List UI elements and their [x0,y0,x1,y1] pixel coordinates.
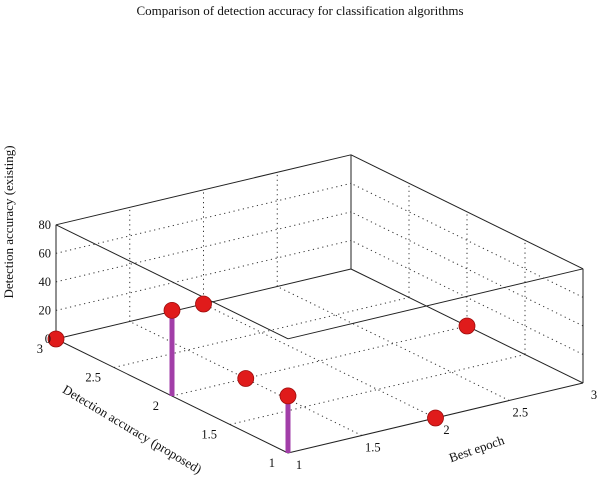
grid-line-back-z [55,182,352,254]
data-point-marker [47,330,65,348]
box-edge [55,154,352,226]
x-tick-label: 2.5 [512,406,528,420]
z-tick-label: 40 [39,275,52,289]
stem-layer [169,310,291,453]
y-tick-label: 2 [153,399,159,413]
grid-layer [55,172,584,436]
z-tick-label: 20 [39,303,52,317]
axes-box [55,154,584,454]
y-tick-label: 1.5 [201,428,217,442]
x-axis-label: Best epoch [447,432,507,465]
grid-line-floor-y [229,354,526,425]
data-point-marker [427,409,444,427]
x-tick-label: 2 [443,423,449,437]
x-tick-label: 1 [296,458,302,472]
grid-line-floor-y [171,325,468,397]
marker-layer [47,295,476,427]
data-point-marker [279,387,297,405]
data-point-marker [458,317,476,335]
z-axis-label: Detection accuracy (existing) [1,145,16,298]
data-point-marker [163,301,181,319]
z-tick-label: 80 [39,218,52,232]
box-edge [55,224,289,340]
y-tick-label: 3 [37,342,43,356]
x-tick-label: 3 [591,388,597,402]
x-tick-label: 1.5 [365,441,381,455]
grid-line-floor-y [113,297,410,368]
data-point-marker [195,295,212,313]
grid-line-floor-x [277,286,510,401]
box-edge [287,268,584,340]
z-tick-label: 60 [39,246,52,260]
grid-line-side-z [350,182,584,298]
y-tick-label: 1 [269,456,275,470]
chart-title: Comparison of detection accuracy for cla… [136,3,463,18]
z-tick-label: 0 [45,332,51,346]
box-edge [350,154,584,270]
y-tick-label: 2.5 [85,371,101,385]
grid-line-side-z [350,240,584,355]
grid-line-floor-x [203,303,436,419]
y-axis-label: Detection accuracy (proposed) [60,382,204,477]
data-point-marker [237,370,255,387]
